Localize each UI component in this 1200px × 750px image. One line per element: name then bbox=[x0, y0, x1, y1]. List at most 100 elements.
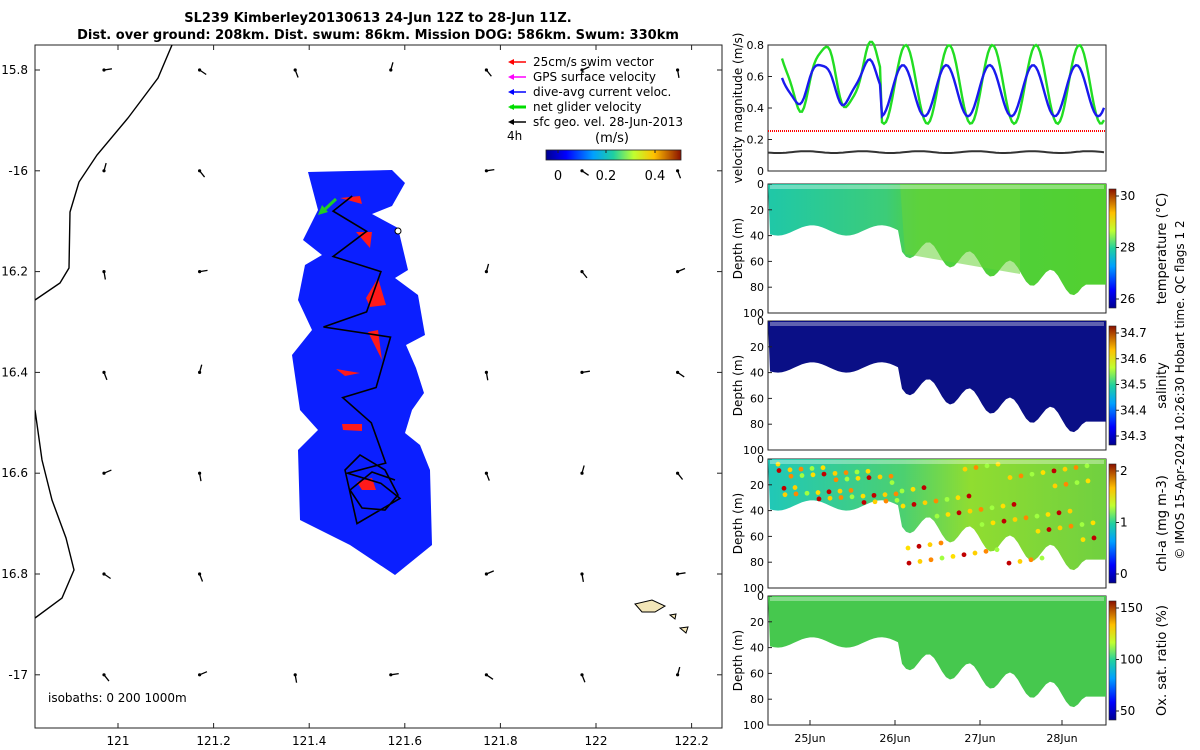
oxygen-colorbar-tick-label: 50 bbox=[1120, 704, 1135, 718]
chla-point bbox=[1040, 470, 1046, 475]
temperature-colorbar-tick-label: 30 bbox=[1120, 189, 1135, 203]
chla-point bbox=[882, 492, 888, 498]
chla-point bbox=[983, 548, 989, 554]
surface-velocity-arrow-head bbox=[580, 572, 584, 576]
depth-tick-label: 60 bbox=[750, 667, 764, 680]
legend-swatch-head bbox=[508, 74, 514, 80]
salinity-colorbar-tick-label: 34.7 bbox=[1120, 326, 1147, 340]
surface-velocity-arrow-head bbox=[676, 673, 680, 677]
map-colorbar bbox=[545, 149, 682, 161]
date-tick-label: 27Jun bbox=[964, 732, 995, 745]
chla-point bbox=[933, 498, 939, 504]
chla-point bbox=[893, 491, 899, 497]
chla-point bbox=[855, 475, 861, 481]
chla-point bbox=[861, 500, 867, 505]
chla-point bbox=[900, 503, 906, 509]
chla-surface-band bbox=[770, 460, 1104, 464]
depth-tick-label: 100 bbox=[743, 582, 764, 595]
chla-point bbox=[810, 472, 816, 478]
temperature-colorbar-tick-label: 28 bbox=[1120, 241, 1135, 255]
date-tick-label: 25Jun bbox=[794, 732, 825, 745]
depth-tick-label: 80 bbox=[750, 281, 764, 294]
depth-tick-label: 60 bbox=[750, 392, 764, 405]
surface-velocity-arrow-head bbox=[580, 370, 584, 374]
surface-velocity-arrow-head bbox=[676, 572, 680, 576]
chla-point bbox=[1011, 502, 1017, 507]
chla-point bbox=[849, 494, 855, 500]
oxygen-ylabel: Depth (m) bbox=[731, 630, 745, 691]
surface-velocity-arrows bbox=[102, 62, 686, 683]
surface-velocity-arrow-head bbox=[102, 169, 106, 173]
chla-point bbox=[816, 496, 822, 502]
oxygen-section-data bbox=[768, 596, 1106, 708]
chla-point bbox=[1056, 510, 1062, 516]
velocity-series-black bbox=[767, 150, 1105, 154]
depth-tick-label: 60 bbox=[750, 255, 764, 268]
surface-velocity-arrow-head bbox=[102, 572, 106, 576]
surface-velocity-arrow-head bbox=[484, 471, 488, 475]
chla-point bbox=[883, 498, 889, 504]
velocity-y-tick-label: 0.4 bbox=[747, 102, 765, 115]
surface-velocity-arrow-head bbox=[102, 471, 106, 475]
chla-point bbox=[787, 467, 793, 473]
depth-tick-label: 0 bbox=[757, 315, 764, 328]
oxygen-panel: 0 20 40 60 80 100 Depth (m) 50 100 150 Ox. sat. ra… bbox=[731, 590, 1170, 732]
chla-point bbox=[1000, 503, 1006, 509]
chla-point bbox=[1062, 466, 1068, 472]
chla-point bbox=[906, 560, 912, 566]
chla-point bbox=[798, 466, 804, 472]
chla-point bbox=[865, 468, 871, 474]
chla-point bbox=[820, 465, 826, 471]
map-colorbar-tick-label: 0.4 bbox=[645, 169, 666, 184]
chla-point bbox=[973, 465, 979, 470]
swim-vector-1 bbox=[340, 196, 362, 204]
surface-velocity-arrow-head bbox=[198, 169, 202, 173]
chla-point bbox=[838, 495, 844, 500]
copyright-note: © IMOS 15-Apr-2024 10:26:30 Hobart time.… bbox=[1173, 220, 1187, 559]
chla-point bbox=[994, 547, 1000, 553]
glider-track-area bbox=[292, 170, 432, 575]
chla-point bbox=[967, 508, 973, 514]
salinity-colorbar-tick-label: 34.6 bbox=[1120, 352, 1147, 366]
chla-point bbox=[910, 486, 916, 492]
map-colorbar-tick-label: 0.2 bbox=[596, 169, 617, 184]
chla-point bbox=[956, 510, 962, 516]
chla-point bbox=[1029, 471, 1035, 477]
chla-point bbox=[809, 466, 815, 471]
chla-point bbox=[1067, 508, 1073, 514]
legend-swatch-head bbox=[508, 104, 514, 110]
chla-point bbox=[1074, 480, 1080, 486]
map-y-tick-label: 16.6 bbox=[1, 466, 28, 480]
surface-velocity-arrow-head bbox=[484, 270, 488, 274]
map-y-tick-label: 16.4 bbox=[1, 365, 28, 379]
chla-point bbox=[945, 512, 951, 517]
swim-vector-5 bbox=[336, 369, 360, 376]
chla-point bbox=[866, 475, 872, 481]
map-x-ticks: 121 121.2 121.4 121.6 121.8 122 122.2 bbox=[107, 45, 709, 748]
map-y-tick-label: 16.8 bbox=[1, 567, 28, 581]
chla-colorbar-tick-label: 0 bbox=[1120, 567, 1128, 581]
chla-point bbox=[1017, 559, 1023, 564]
surface-velocity-arrow-head bbox=[580, 270, 584, 274]
depth-tick-label: 80 bbox=[750, 418, 764, 431]
legend-swatch-head bbox=[508, 119, 514, 125]
depth-tick-label: 40 bbox=[750, 505, 764, 518]
legend-label: net glider velocity bbox=[533, 100, 641, 114]
velocity-y-tick-label: 0.6 bbox=[747, 71, 765, 84]
depth-tick-label: 80 bbox=[750, 556, 764, 569]
depth-tick-label: 100 bbox=[743, 719, 764, 732]
oxygen-colorbar-tick-label: 150 bbox=[1120, 601, 1143, 615]
swim-vector-4 bbox=[368, 330, 382, 360]
surface-velocity-arrow-head bbox=[676, 68, 680, 72]
legend-label: dive-avg current veloc. bbox=[533, 85, 671, 99]
chla-point bbox=[837, 488, 843, 494]
chla-point bbox=[955, 495, 961, 501]
surface-velocity-arrow-head bbox=[676, 370, 680, 374]
depth-tick-label: 0 bbox=[757, 453, 764, 466]
velocity-y-tick-label: 0.2 bbox=[747, 134, 765, 147]
chla-point bbox=[793, 491, 799, 497]
legend-swatch-head bbox=[508, 89, 514, 95]
velocity-series-green bbox=[780, 40, 1106, 126]
